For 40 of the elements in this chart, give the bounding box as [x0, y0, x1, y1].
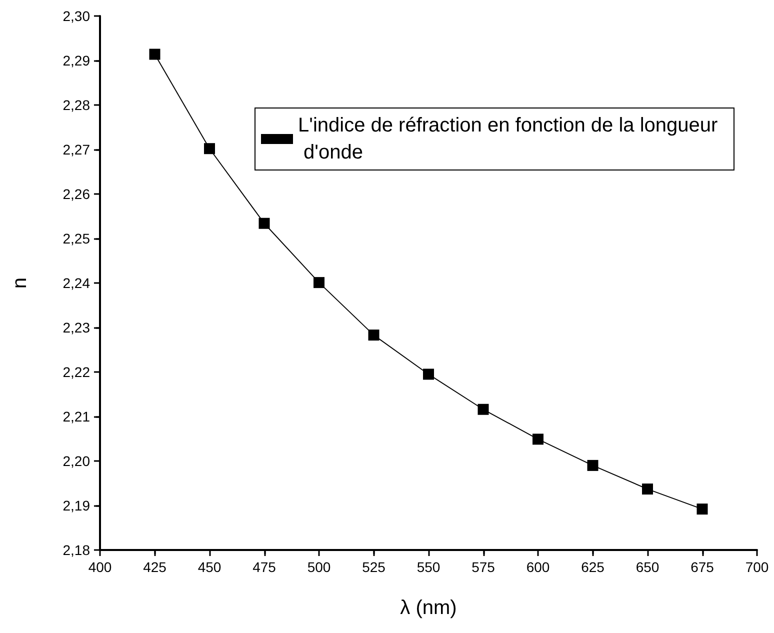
x-tick-label: 425	[143, 559, 167, 575]
y-tick-label: 2,30	[62, 8, 90, 24]
y-tick-label: 2,24	[62, 275, 90, 291]
point	[149, 48, 160, 60]
y-tick-label: 2,19	[62, 498, 90, 514]
x-tick-label: 400	[88, 559, 112, 575]
point	[368, 330, 380, 341]
x-tick-label: 600	[526, 559, 550, 575]
x-axis-title: λ (nm)	[400, 597, 457, 619]
point	[532, 434, 544, 445]
y-tick-label: 2,29	[62, 52, 90, 68]
y-tick-label: 2,28	[62, 97, 90, 113]
point	[204, 143, 215, 154]
x-tick-label: 650	[636, 559, 660, 575]
point	[587, 460, 598, 471]
point	[642, 484, 653, 495]
x-tick-label: 700	[745, 559, 769, 575]
y-tick-label: 2,22	[62, 364, 90, 380]
x-tick-label: 625	[581, 559, 605, 575]
x-tick-label: 575	[472, 559, 496, 575]
y-tick-label: 2,26	[62, 186, 90, 202]
y-tick-label: 2,23	[62, 320, 90, 336]
point	[478, 404, 489, 415]
x-tick-label: 675	[690, 559, 714, 575]
y-tick-label: 2,18	[62, 542, 90, 558]
y-tick-label: 2,25	[62, 230, 90, 246]
y-axis-title: n	[9, 277, 31, 289]
legend-label: L'indice de réfraction en fonction de la longueur d'onde	[298, 114, 718, 164]
x-tick-label: 550	[416, 559, 440, 575]
point	[258, 218, 270, 229]
x-tick-label: 500	[307, 559, 331, 575]
y-tick-label: 2,27	[62, 142, 90, 158]
point	[696, 504, 708, 515]
y-tick-label: 2,21	[62, 408, 90, 424]
x-tick-label: 525	[362, 559, 386, 575]
x-tick-label: 475	[252, 559, 276, 575]
x-tick-label: 450	[198, 559, 222, 575]
point	[314, 277, 324, 288]
y-tick-label: 2,20	[62, 453, 90, 469]
point	[423, 368, 434, 380]
